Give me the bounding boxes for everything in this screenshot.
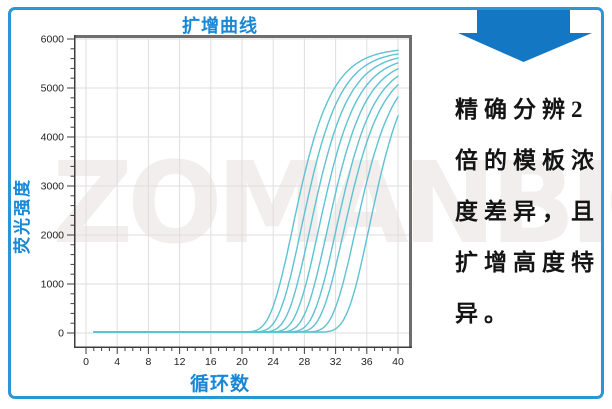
x-tick-label: 24 <box>267 356 279 368</box>
x-tick-label: 28 <box>299 356 311 368</box>
y-tick-label: 0 <box>58 328 64 340</box>
y-tick-label: 3000 <box>41 181 65 193</box>
chart-title: 扩增曲线 <box>182 16 258 36</box>
x-tick-label: 0 <box>83 356 89 368</box>
y-tick-label: 5000 <box>41 83 65 95</box>
x-tick-label: 32 <box>330 356 342 368</box>
x-tick-label: 20 <box>236 356 248 368</box>
y-tick-label: 2000 <box>41 230 65 242</box>
x-tick-label: 8 <box>145 356 151 368</box>
amplification-curves <box>93 49 399 333</box>
amplification-curve-curve-9 <box>93 115 399 333</box>
axis-ticks: 0 1000 2000 3000 4000 5000 6000 0 4 8 12 16 20 24 28 32… <box>41 34 404 369</box>
y-tick-label: 4000 <box>41 132 65 144</box>
x-tick-label: 16 <box>205 356 217 368</box>
y-tick-label: 6000 <box>41 34 65 46</box>
x-tick-label: 40 <box>392 356 404 368</box>
x-axis-label: 循环数 <box>189 374 250 395</box>
annotation-text: 精确分辨2倍的模板浓度差异，且扩增高度特异。 <box>455 97 600 326</box>
x-tick-label: 36 <box>361 356 373 368</box>
x-tick-label: 12 <box>174 356 186 368</box>
y-tick-label: 1000 <box>41 279 65 291</box>
x-tick-label: 4 <box>114 356 120 368</box>
plot-frame <box>74 35 412 348</box>
